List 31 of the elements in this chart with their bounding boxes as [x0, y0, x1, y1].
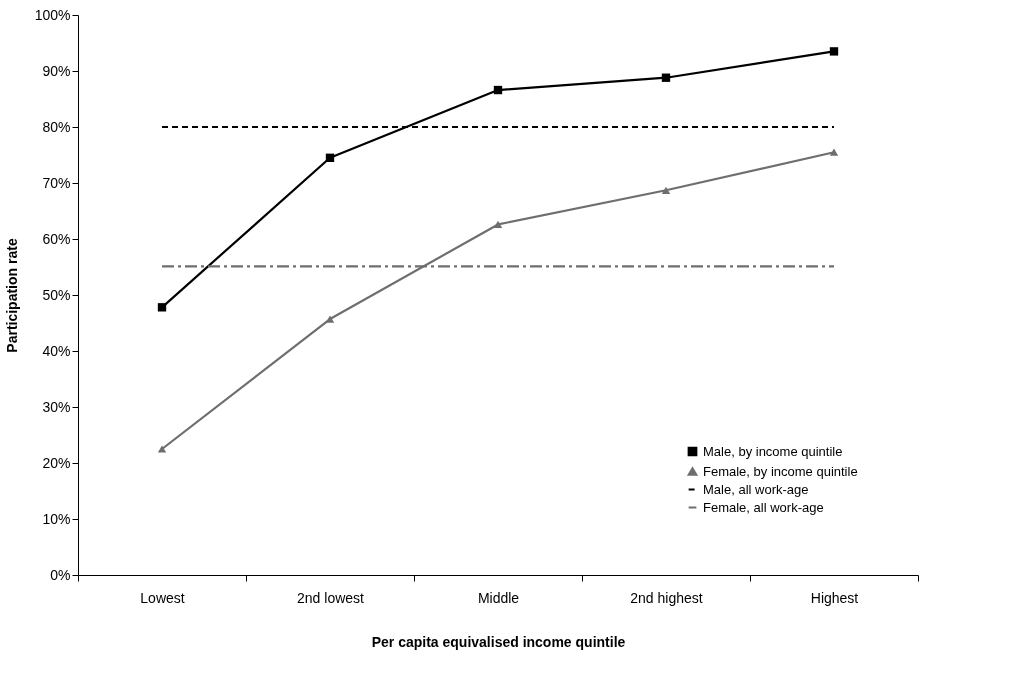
x-tick-label: 2nd lowest [297, 589, 365, 606]
legend-label: Female, by income quintile [703, 463, 858, 479]
legend-label: Male, all work-age [703, 481, 809, 497]
x-tick-label: Middle [477, 589, 520, 606]
y-tick-label: 10% [42, 510, 71, 527]
point [661, 186, 671, 194]
y-tick-label: 70% [42, 174, 71, 191]
y-tick-label: 80% [42, 118, 71, 135]
y-tick-label: 20% [42, 454, 71, 471]
point [661, 73, 671, 82]
point [325, 153, 335, 162]
point [829, 148, 839, 156]
y-tick-label: 90% [42, 62, 71, 79]
point [157, 303, 167, 312]
y-tick-label: 0% [50, 566, 71, 583]
y-axis-title: Participation rate [3, 238, 20, 353]
y-tick-label: 30% [42, 398, 71, 415]
x-tick-label: 2nd highest [630, 589, 703, 606]
legend-label: Female, all work-age [703, 499, 824, 515]
point [157, 445, 167, 453]
point [493, 85, 503, 95]
y-tick-label: 50% [42, 286, 71, 303]
legend-label: Male, by income quintile [703, 443, 843, 459]
point [829, 47, 839, 56]
x-axis-title: Per capita equivalised income quintile [371, 633, 626, 650]
y-tick-label: 40% [42, 342, 71, 359]
y-tick-label: 60% [42, 230, 71, 247]
x-tick-label: Highest [810, 589, 859, 606]
point [493, 220, 503, 229]
y-tick-label: 100% [34, 6, 71, 23]
x-tick-label: Lowest [140, 589, 185, 606]
